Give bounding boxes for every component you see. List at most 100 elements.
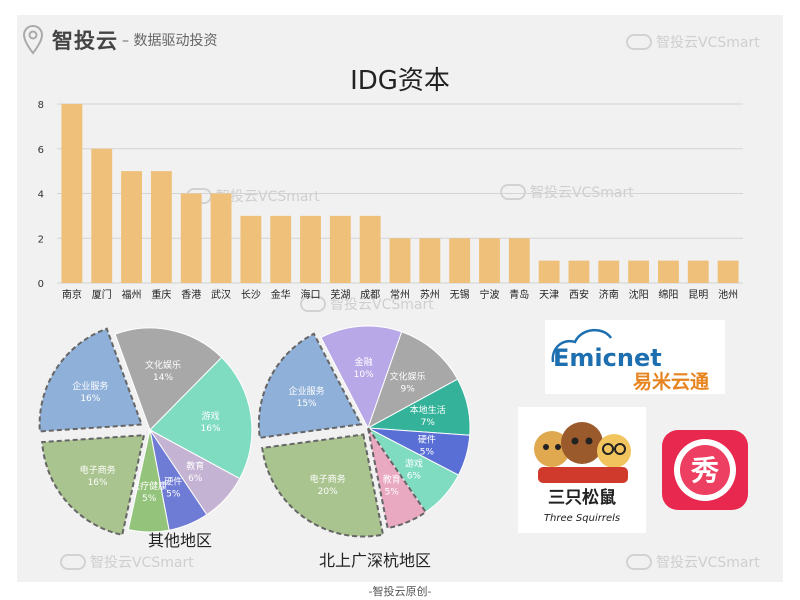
pie-slice [367,427,428,530]
slice-value-label: 6% [407,472,422,482]
svg-text:易米云通: 易米云通 [633,370,710,393]
bar [479,238,500,283]
x-tick-label: 南京 [62,288,82,301]
slice-value-label: 15% [297,399,317,409]
x-tick-label: 天津 [539,289,559,301]
bar [568,260,590,283]
slice-value-label: 7% [421,418,436,428]
slice-label: 教育 [383,473,401,485]
emicnet-logo: Emicnet 易米云通 [545,320,725,394]
three-squirrels-logo: 三只松鼠 Three Squirrels [518,407,646,533]
x-tick-label: 昆明 [688,289,708,301]
x-tick-label: 青岛 [509,288,529,301]
pie-slice [149,356,253,480]
pie-title: 北上广深杭地区 [319,551,431,570]
x-tick-label: 沈阳 [629,288,649,301]
header: 智投云 – 数据驱动投资 [22,22,217,58]
bar [419,238,441,283]
y-tick-label: 8 [38,100,44,111]
x-tick-label: 芜湖 [330,288,350,301]
svg-text:Emicnet: Emicnet [553,344,662,372]
pie-slice [257,332,363,439]
y-tick-label: 4 [38,190,44,201]
pie-slice [367,427,460,513]
watermark: 智投云VCSmart [626,32,760,52]
brand-name: 智投云 [52,29,118,53]
cloud-icon [60,554,86,570]
pie-chart-other-regions: 文化娱乐14%游戏16%教育6%硬件5%医疗健康5%电子商务16%企业服务16%… [38,327,253,550]
x-tick-label: 长沙 [241,289,261,301]
watermark: 智投云VCSmart [60,552,194,572]
x-tick-label: 苏州 [420,288,440,301]
slice-value-label: 16% [201,424,221,434]
bar [180,193,202,283]
slice-label: 教育 [186,460,204,472]
cloud-icon [300,296,326,312]
x-tick-label: 成都 [360,289,380,301]
bar-chart: 0 2 4 6 8 南京 厦门 福州 重庆 香港 武汉 长沙 金华 海口 芜湖 成都 常州 苏州 无锡 宁波 青岛 天津西… [38,100,743,301]
x-tick-label: 香港 [181,289,201,301]
bar [389,238,411,283]
cloud-icon [626,554,652,570]
slice-value-label: 5% [385,487,400,497]
slice-label: 硬件 [164,476,182,488]
chart-title: IDG资本 [350,66,450,96]
watermark: 智投云VCSmart [626,552,760,572]
bar [329,215,351,283]
x-tick-label: 宁波 [479,288,499,301]
slice-label: 文化娱乐 [390,370,426,382]
pie-slice [38,327,144,433]
bar [538,260,560,283]
pie-slice [367,331,459,430]
cloud-icon [500,184,526,200]
bar [449,238,471,283]
slice-value-label: 5% [142,494,157,504]
slice-value-label: 6% [188,474,203,484]
x-tick-label: 武汉 [211,288,231,301]
x-tick-label: 福州 [122,288,142,301]
slice-label: 电子商务 [80,464,116,476]
x-tick-label: 重庆 [151,288,171,301]
x-tick-label: 济南 [599,288,619,301]
bar [150,171,172,283]
bar [359,215,381,283]
bar [628,260,650,283]
bar [687,260,709,283]
x-tick-label: 池州 [718,288,738,301]
pie-slice [127,429,170,533]
bar [61,104,83,283]
location-pin-icon [22,25,44,55]
slice-value-label: 16% [88,478,108,488]
x-tick-label: 绵阳 [658,288,678,301]
x-tick-label: 海口 [301,288,321,301]
pie-title: 其他地区 [148,531,212,550]
slice-value-label: 16% [80,394,100,404]
bar [300,215,321,283]
slice-value-label: 20% [318,487,338,497]
bar [210,193,232,283]
y-tick-label: 6 [38,145,44,156]
slice-label: 游戏 [202,410,220,422]
cloud-icon [626,34,652,50]
slice-label: 本地生活 [410,404,446,416]
y-tick-label: 0 [38,279,44,290]
x-tick-label: 厦门 [92,288,112,301]
x-tick-label: 金华 [271,288,291,301]
slice-label: 电子商务 [310,473,346,485]
slice-label: 游戏 [405,458,423,470]
pie-slice [261,433,385,538]
slice-label: 文化娱乐 [145,359,181,371]
footer-credit: -智投云原创- [368,585,432,598]
bar [717,260,739,283]
slice-value-label: 14% [153,373,173,383]
bar [598,260,620,283]
bar [270,215,292,283]
brand-tagline: – 数据驱动投资 [122,33,218,49]
x-tick-label: 常州 [390,288,410,301]
svg-text:秀: 秀 [690,454,719,487]
slice-value-label: 10% [354,370,374,380]
pie-slice [114,327,223,431]
pie-slice [41,434,146,537]
svg-text:Three Squirrels: Three Squirrels [544,513,620,524]
